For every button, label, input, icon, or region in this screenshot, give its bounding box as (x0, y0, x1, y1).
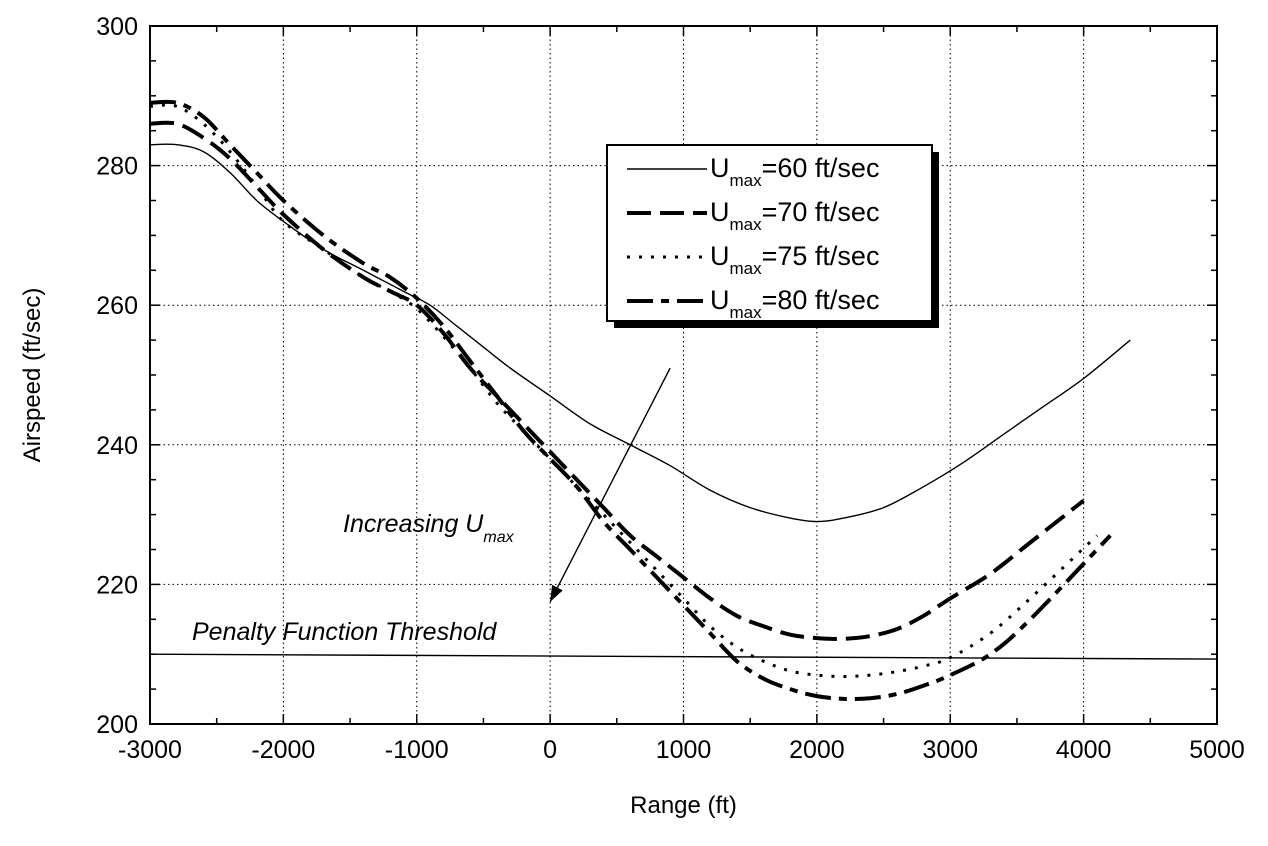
annotation-group: Increasing Umax (343, 367, 671, 603)
series-line-2 (149, 120, 1085, 641)
x-tick-label: 3000 (922, 736, 978, 764)
series-line-4 (149, 99, 1112, 702)
y-tick-label: 240 (96, 432, 138, 460)
x-tick-label: 4000 (1056, 736, 1112, 764)
y-tick-label: 300 (96, 13, 138, 41)
x-axis-title: Range (ft) (630, 792, 737, 819)
annotation-subscript: max (483, 529, 514, 546)
threshold-line (149, 653, 1218, 660)
y-tick-labels: 200 220 240 260 280 300 (96, 13, 138, 739)
legend-value: =60 ft/sec (762, 153, 880, 183)
x-tick-label: 5000 (1189, 736, 1245, 764)
y-tick-label: 280 (96, 153, 138, 181)
x-tick-label: 2000 (789, 736, 845, 764)
threshold-group: Penalty Function Threshold (149, 618, 1218, 660)
y-axis-title: Airspeed (ft/sec) (19, 288, 46, 463)
x-tick-label: -3000 (118, 736, 182, 764)
x-tick-label: 0 (543, 736, 557, 764)
x-tick-label: -2000 (251, 736, 315, 764)
legend-value: =75 ft/sec (762, 241, 880, 271)
plot-frame (149, 25, 1218, 725)
annotation-arrow-head (550, 584, 563, 602)
y-tick-label: 260 (96, 292, 138, 320)
y-tick-label: 220 (96, 571, 138, 599)
x-tick-label: 1000 (656, 736, 712, 764)
threshold-label: Penalty Function Threshold (192, 618, 497, 646)
legend-value: =70 ft/sec (762, 197, 880, 227)
x-tick-labels: -3000 -2000 -1000 0 1000 2000 3000 4000 5000 (118, 736, 1245, 764)
series-line-1 (149, 143, 1131, 523)
grid-lines (150, 26, 1217, 724)
legend-box (606, 144, 933, 322)
legend-subscript: max (730, 215, 763, 234)
legend-value: =80 ft/sec (762, 285, 880, 315)
series-lines (149, 99, 1131, 702)
legend-subscript: max (730, 259, 763, 278)
x-tick-label: -1000 (385, 736, 449, 764)
legend-subscript: max (730, 303, 763, 322)
y-tick-label: 200 (96, 711, 138, 739)
annotation-text: Increasing Umax (343, 510, 515, 546)
annotation-arrow-shaft (549, 367, 671, 603)
legend-subscript: max (730, 171, 763, 190)
